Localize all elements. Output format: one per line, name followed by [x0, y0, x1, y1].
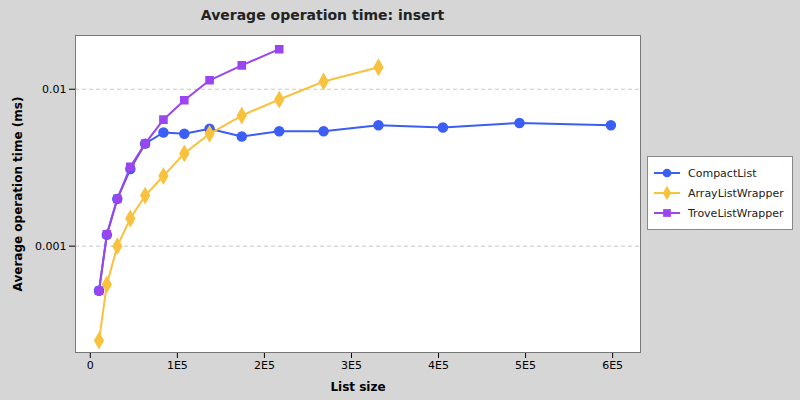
svg-text:4E5: 4E5 — [428, 359, 449, 372]
html-text:CompactList: CompactList — [688, 166, 757, 180]
svg-text:5E5: 5E5 — [515, 359, 536, 372]
svg-text:0.01: 0.01 — [42, 83, 67, 96]
html-text:Average operation time: insert: Average operation time: insert — [200, 7, 445, 23]
svg-text:Average operation time (ms): Average operation time (ms) — [11, 97, 25, 292]
svg-text:0.001: 0.001 — [35, 240, 67, 253]
svg-text:2E5: 2E5 — [254, 359, 275, 372]
svg-text:0: 0 — [87, 359, 94, 372]
html-text:TroveListWrapper: TroveListWrapper — [688, 206, 784, 220]
html-text:ArrayListWrapper: ArrayListWrapper — [688, 186, 784, 200]
svg-text:1E5: 1E5 — [167, 359, 188, 372]
svg-text:6E5: 6E5 — [602, 359, 623, 372]
svg-text:List size: List size — [330, 380, 385, 394]
svg-text:3E5: 3E5 — [341, 359, 362, 372]
